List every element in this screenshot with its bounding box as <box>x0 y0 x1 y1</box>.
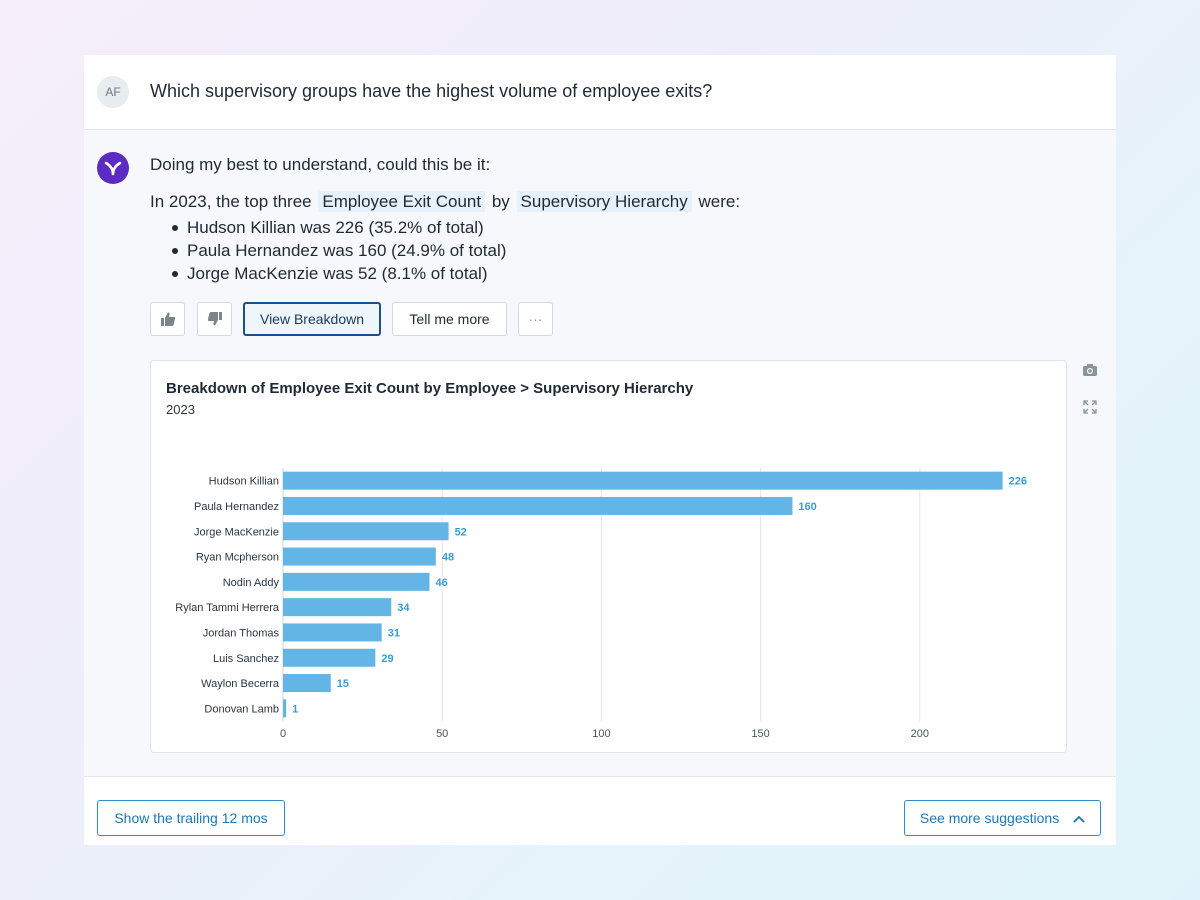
category-label: Luis Sanchez <box>213 653 279 665</box>
data-label: 31 <box>388 627 400 639</box>
category-label: Nodin Addy <box>223 577 280 589</box>
bar <box>283 648 376 667</box>
x-tick-label: 50 <box>436 728 448 740</box>
data-label: 160 <box>798 501 816 513</box>
bar <box>283 572 430 591</box>
thumbs-up-button[interactable] <box>150 302 185 336</box>
bar-chart: 0 50 100 150 200 Hudson Killian 226 Paula Herna… <box>175 468 1027 740</box>
user-question: Which supervisory groups have the highes… <box>150 81 713 101</box>
assistant-intro: Doing my best to understand, could this … <box>150 155 491 174</box>
chevron-up-icon <box>1073 816 1085 823</box>
category-label: Rylan Tammi Herrera <box>175 602 280 614</box>
bar <box>283 496 793 515</box>
data-label: 29 <box>381 653 393 665</box>
bar <box>283 471 1003 490</box>
list-item: Jorge MacKenzie was 52 (8.1% of total) <box>172 262 506 285</box>
suggestions-footer: Show the trailing 12 mos See more sugges… <box>84 776 1116 845</box>
expand-icon[interactable] <box>1082 399 1098 415</box>
assistant-answer: Doing my best to understand, could this … <box>84 130 1116 776</box>
chart-card: Breakdown of Employee Exit Count by Empl… <box>150 360 1067 753</box>
category-label: Hudson Killian <box>209 476 279 488</box>
category-label: Ryan Mcpherson <box>196 552 279 564</box>
thumbs-up-icon <box>160 312 175 326</box>
category-label: Paula Hernandez <box>194 501 279 513</box>
view-breakdown-button[interactable]: View Breakdown <box>243 302 381 336</box>
data-label: 48 <box>442 552 454 564</box>
thumbs-down-icon <box>207 312 222 326</box>
tell-me-more-button[interactable]: Tell me more <box>392 302 507 336</box>
summary-by: by <box>491 192 510 211</box>
data-label: 52 <box>455 526 467 538</box>
metric-chip[interactable]: Employee Exit Count <box>318 191 486 212</box>
bar <box>283 522 449 541</box>
data-label: 46 <box>435 577 447 589</box>
trailing-12-mos-button[interactable]: Show the trailing 12 mos <box>97 800 285 836</box>
chat-panel: AF Which supervisory groups have the hig… <box>84 55 1116 845</box>
chart-subtitle: 2023 <box>166 402 195 417</box>
thumbs-down-button[interactable] <box>197 302 232 336</box>
x-tick-label: 100 <box>592 728 610 740</box>
summary-prefix: In 2023, the top three <box>150 192 312 211</box>
assistant-avatar <box>97 152 129 184</box>
answer-bullet-list: Hudson Killian was 226 (35.2% of total) … <box>172 216 506 285</box>
answer-summary: In 2023, the top three Employee Exit Cou… <box>150 191 741 212</box>
chart-title: Breakdown of Employee Exit Count by Empl… <box>166 380 694 397</box>
x-tick-label: 200 <box>911 728 929 740</box>
bar <box>283 547 436 566</box>
user-question-row: AF Which supervisory groups have the hig… <box>84 55 1116 130</box>
user-avatar: AF <box>97 76 129 108</box>
bar <box>283 674 331 693</box>
camera-icon[interactable] <box>1082 362 1098 378</box>
list-item: Paula Hernandez was 160 (24.9% of total) <box>172 239 506 262</box>
bar <box>283 598 392 617</box>
x-tick-label: 0 <box>280 728 286 740</box>
data-label: 226 <box>1009 476 1027 488</box>
bar <box>283 699 287 718</box>
category-label: Waylon Becerra <box>201 678 280 690</box>
assistant-logo-icon <box>104 161 122 176</box>
category-label: Jorge MacKenzie <box>194 526 279 538</box>
data-label: 15 <box>337 678 349 690</box>
data-label: 1 <box>292 703 298 715</box>
x-tick-label: 150 <box>751 728 769 740</box>
see-more-suggestions-label: See more suggestions <box>919 810 1060 826</box>
category-label: Jordan Thomas <box>203 627 280 639</box>
dimension-chip[interactable]: Supervisory Hierarchy <box>516 191 692 212</box>
summary-suffix: were: <box>698 192 741 211</box>
more-options-button[interactable]: ··· <box>518 302 553 336</box>
category-label: Donovan Lamb <box>204 703 279 715</box>
data-label: 34 <box>397 602 410 614</box>
bar <box>283 623 382 642</box>
list-item: Hudson Killian was 226 (35.2% of total) <box>172 216 506 239</box>
see-more-suggestions-button[interactable]: See more suggestions <box>904 800 1101 836</box>
